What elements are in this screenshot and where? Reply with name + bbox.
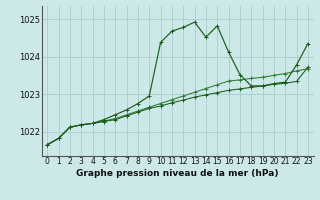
X-axis label: Graphe pression niveau de la mer (hPa): Graphe pression niveau de la mer (hPa) — [76, 169, 279, 178]
